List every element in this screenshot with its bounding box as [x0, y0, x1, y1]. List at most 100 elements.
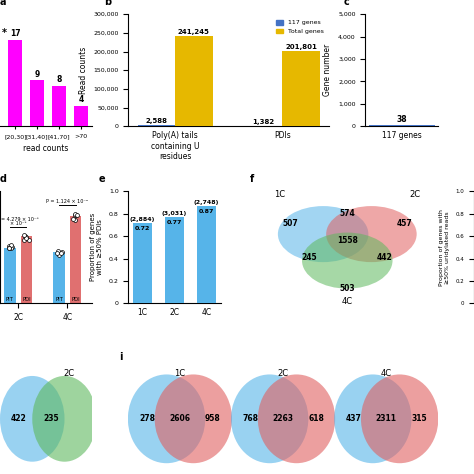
- Point: [71, 210, 79, 218]
- Y-axis label: Read counts: Read counts: [79, 46, 88, 94]
- Ellipse shape: [258, 374, 335, 463]
- Point: [9, 243, 16, 251]
- Text: f: f: [249, 174, 254, 184]
- Bar: [52, 85, 66, 126]
- Bar: [175, 36, 213, 126]
- Point: [5, 243, 13, 250]
- Ellipse shape: [302, 233, 392, 289]
- Y-axis label: Proportion of genes
with ≥50% PDIs: Proportion of genes with ≥50% PDIs: [90, 213, 103, 282]
- Ellipse shape: [32, 376, 97, 462]
- Point: [20, 232, 28, 239]
- Bar: [165, 217, 184, 303]
- Bar: [20, 236, 32, 314]
- Text: 9: 9: [35, 70, 40, 79]
- Legend: 117 genes, Total genes: 117 genes, Total genes: [274, 18, 326, 36]
- Text: 422: 422: [10, 414, 27, 423]
- Ellipse shape: [361, 374, 438, 463]
- Text: 235: 235: [43, 414, 58, 423]
- Point: [72, 216, 79, 224]
- Point: [5, 245, 13, 252]
- Text: 2311: 2311: [376, 414, 397, 423]
- Text: 4: 4: [79, 95, 84, 104]
- Point: [71, 212, 78, 219]
- Point: [70, 215, 77, 222]
- Bar: [197, 206, 216, 303]
- Point: [7, 245, 15, 252]
- Point: [23, 235, 30, 242]
- Text: 201,801: 201,801: [285, 44, 317, 50]
- Ellipse shape: [326, 206, 417, 262]
- Text: 618: 618: [308, 414, 324, 423]
- Text: 1,382: 1,382: [253, 118, 275, 125]
- Text: PIT: PIT: [55, 297, 63, 302]
- Text: 2,588: 2,588: [146, 118, 167, 124]
- Point: [58, 248, 66, 255]
- Y-axis label: Gene number: Gene number: [323, 44, 332, 96]
- Ellipse shape: [155, 374, 232, 463]
- Bar: [74, 106, 88, 126]
- Ellipse shape: [0, 376, 64, 462]
- Bar: [30, 81, 45, 126]
- Point: [73, 212, 81, 219]
- X-axis label: read counts: read counts: [23, 145, 69, 154]
- Point: [20, 237, 28, 244]
- Y-axis label: Proportion of genes with
≥50% uridylated reads: Proportion of genes with ≥50% uridylated…: [439, 209, 450, 286]
- Text: 2606: 2606: [169, 414, 191, 423]
- Point: [72, 211, 79, 219]
- Text: (3,031): (3,031): [162, 211, 187, 216]
- Text: 2C: 2C: [64, 369, 75, 378]
- Text: 1C: 1C: [174, 369, 185, 378]
- Text: 1C: 1C: [274, 190, 285, 199]
- Text: 4C: 4C: [342, 297, 353, 306]
- Text: d: d: [0, 174, 7, 184]
- Text: 958: 958: [205, 414, 221, 423]
- Text: 437: 437: [345, 414, 361, 423]
- Text: P = 1.124 × 10⁻⁹: P = 1.124 × 10⁻⁹: [46, 199, 89, 204]
- Text: PDI: PDI: [22, 297, 31, 302]
- Bar: [283, 51, 320, 126]
- Text: 0.77: 0.77: [167, 220, 182, 226]
- Bar: [54, 252, 65, 314]
- Point: [54, 247, 61, 255]
- Text: a: a: [0, 0, 7, 7]
- Text: PIT: PIT: [6, 297, 14, 302]
- Ellipse shape: [128, 374, 205, 463]
- Text: 503: 503: [339, 283, 355, 292]
- Text: c: c: [344, 0, 349, 7]
- Text: 457: 457: [397, 219, 412, 228]
- Text: 2C: 2C: [277, 369, 289, 378]
- Text: 4C: 4C: [381, 369, 392, 378]
- Text: * = 4.279 × 10⁻⁶: * = 4.279 × 10⁻⁶: [0, 217, 39, 222]
- Point: [22, 234, 30, 241]
- Bar: [8, 40, 22, 126]
- Text: 442: 442: [377, 253, 393, 262]
- Point: [5, 245, 13, 252]
- Text: 8: 8: [56, 75, 62, 84]
- Bar: [4, 248, 16, 314]
- Text: e: e: [99, 174, 106, 184]
- Text: 315: 315: [411, 414, 427, 423]
- Text: 17: 17: [10, 29, 21, 38]
- Text: 38: 38: [396, 115, 407, 124]
- Text: 2263: 2263: [273, 414, 293, 423]
- Point: [57, 250, 64, 257]
- Text: 241,245: 241,245: [178, 29, 210, 35]
- Text: *: *: [2, 28, 7, 38]
- Bar: [133, 223, 152, 303]
- Text: 1558: 1558: [337, 236, 358, 245]
- Point: [21, 232, 28, 239]
- Text: 0.72: 0.72: [135, 226, 150, 231]
- Point: [55, 249, 62, 257]
- Ellipse shape: [231, 374, 309, 463]
- Text: 574: 574: [339, 209, 355, 218]
- Text: (2,884): (2,884): [129, 217, 155, 221]
- Text: × 10⁻⁵: × 10⁻⁵: [10, 221, 27, 227]
- Point: [55, 251, 63, 258]
- Text: (2,748): (2,748): [194, 200, 219, 205]
- Point: [7, 241, 15, 248]
- Text: PDI: PDI: [72, 297, 80, 302]
- Point: [25, 236, 33, 244]
- Ellipse shape: [278, 206, 368, 262]
- Text: 2C: 2C: [410, 190, 421, 199]
- Text: 245: 245: [302, 253, 318, 262]
